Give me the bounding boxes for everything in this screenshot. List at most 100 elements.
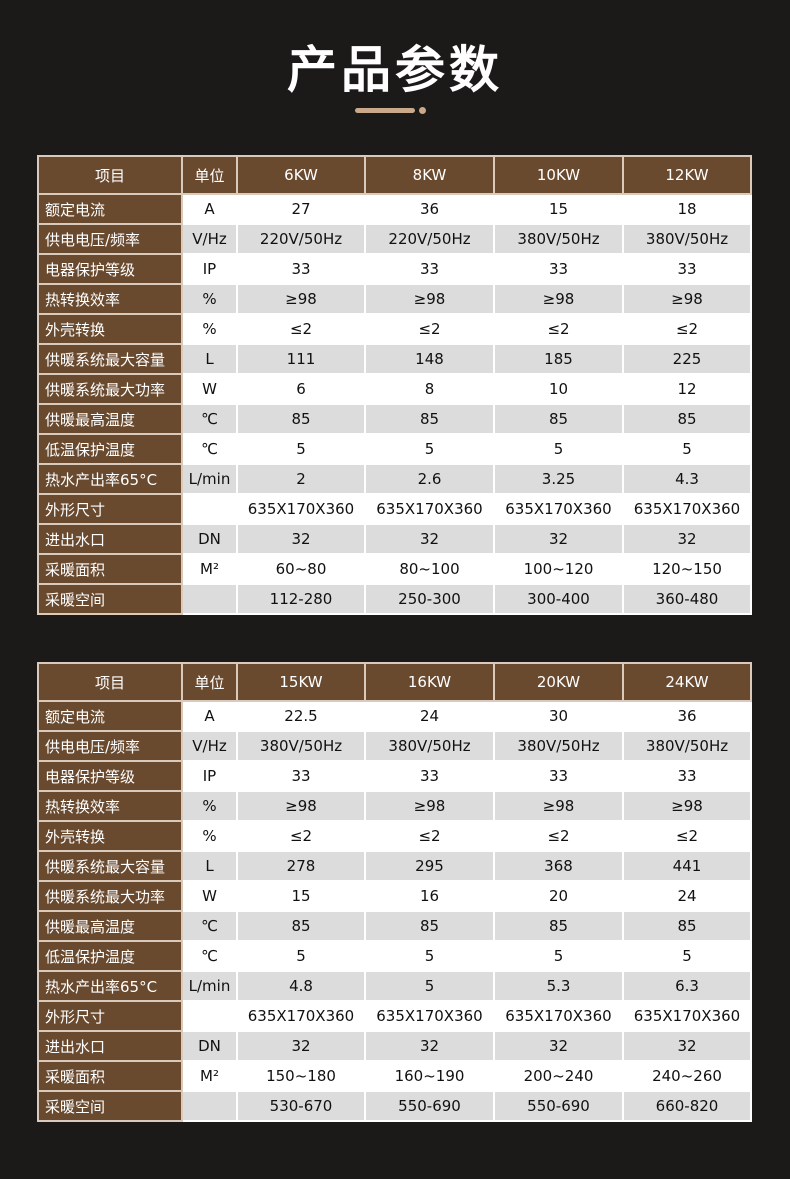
row-value: ≥98	[364, 283, 495, 315]
table-row: 热转换效率% ≥98 ≥98 ≥98 ≥98	[37, 790, 752, 822]
row-value: 368	[493, 850, 624, 882]
row-unit: L/min	[181, 463, 238, 495]
row-value: 380V/50Hz	[622, 730, 752, 762]
spec-table-1: 项目 单位 6KW 8KW 10KW 12KW 额定电流 A 27 36 15 18 供电电压/频率 V/…	[37, 155, 752, 615]
row-unit	[181, 1090, 238, 1122]
row-value: 6.3	[622, 970, 752, 1002]
row-name: 低温保护温度	[37, 433, 183, 465]
table-row: 电器保护等级 IP 33 33 33 33	[37, 253, 752, 285]
row-value: ≤2	[493, 820, 624, 852]
row-value: 36	[622, 700, 752, 732]
header-model: 12KW	[622, 155, 752, 195]
row-value: ≤2	[364, 820, 495, 852]
row-name: 供暖最高温度	[37, 403, 183, 435]
table-row: 外形尺寸 635X170X360 635X170X360 635X170X360 635…	[37, 493, 752, 525]
row-value: 530-670	[236, 1090, 366, 1122]
row-unit: ℃	[181, 940, 238, 972]
row-value: 15	[493, 193, 624, 225]
row-value: 160~190	[364, 1060, 495, 1092]
table-row: 供电电压/频率 V/Hz 380V/50Hz 380V/50Hz 380V/50Hz 38…	[37, 730, 752, 762]
row-unit: IP	[181, 253, 238, 285]
row-value: 5	[236, 433, 366, 465]
row-value: 33	[236, 253, 366, 285]
row-unit: M²	[181, 1060, 238, 1092]
row-value: 635X170X360	[493, 1000, 624, 1032]
table-row: 电器保护等级 IP 33 33 33 33	[37, 760, 752, 792]
row-value: 36	[364, 193, 495, 225]
row-name: 热转换效率	[37, 790, 183, 822]
row-name: 热水产出率65°C	[37, 970, 183, 1002]
row-value: 5	[622, 940, 752, 972]
table-row: 供暖系统最大容量 L 278 295 368 441	[37, 850, 752, 882]
row-value: 32	[364, 523, 495, 555]
table-row: 外壳转换% ≤2 ≤2 ≤2 ≤2	[37, 313, 752, 345]
row-value: 240~260	[622, 1060, 752, 1092]
table-row: 采暖空间 112-280 250-300 300-400 360-480	[37, 583, 752, 615]
row-unit: M²	[181, 553, 238, 585]
header-unit: 单位	[181, 155, 238, 195]
row-value: 100~120	[493, 553, 624, 585]
header-model: 10KW	[493, 155, 624, 195]
row-unit: L/min	[181, 970, 238, 1002]
row-value: 20	[493, 880, 624, 912]
row-value: 4.3	[622, 463, 752, 495]
row-value: 33	[622, 760, 752, 792]
row-value: 111	[236, 343, 366, 375]
row-name: 采暖面积	[37, 553, 183, 585]
row-value: 150~180	[236, 1060, 366, 1092]
row-unit: %	[181, 790, 238, 822]
row-unit: IP	[181, 760, 238, 792]
row-unit	[181, 493, 238, 525]
row-value: ≥98	[236, 790, 366, 822]
row-value: 32	[493, 523, 624, 555]
row-value: 32	[622, 1030, 752, 1062]
page-title: 产品参数	[287, 41, 503, 99]
row-name: 低温保护温度	[37, 940, 183, 972]
row-value: 33	[622, 253, 752, 285]
row-name: 供暖系统最大功率	[37, 880, 183, 912]
table-row: 外形尺寸 635X170X360 635X170X360 635X170X360 635…	[37, 1000, 752, 1032]
header-model: 15KW	[236, 662, 366, 702]
row-value: 2	[236, 463, 366, 495]
row-value: 5	[622, 433, 752, 465]
row-value: 120~150	[622, 553, 752, 585]
row-value: 380V/50Hz	[622, 223, 752, 255]
row-value: 27	[236, 193, 366, 225]
row-name: 采暖面积	[37, 1060, 183, 1092]
table-row: 低温保护温度 ℃ 5 5 5 5	[37, 433, 752, 465]
row-value: 112-280	[236, 583, 366, 615]
row-value: ≤2	[236, 820, 366, 852]
row-value: 16	[364, 880, 495, 912]
row-value: 5	[364, 433, 495, 465]
row-value: ≥98	[493, 283, 624, 315]
header-unit: 单位	[181, 662, 238, 702]
title-underline	[355, 108, 415, 113]
header-model: 24KW	[622, 662, 752, 702]
row-value: 85	[236, 910, 366, 942]
row-name: 外壳转换	[37, 820, 183, 852]
row-value: 2.6	[364, 463, 495, 495]
table-row: 热转换效率% ≥98 ≥98 ≥98 ≥98	[37, 283, 752, 315]
row-name: 供暖系统最大功率	[37, 373, 183, 405]
table-row: 热水产出率65°C L/min 2 2.6 3.25 4.3	[37, 463, 752, 495]
row-value: 80~100	[364, 553, 495, 585]
row-value: ≥98	[236, 283, 366, 315]
row-unit: %	[181, 313, 238, 345]
row-value: 22.5	[236, 700, 366, 732]
row-value: 85	[493, 403, 624, 435]
row-value: 12	[622, 373, 752, 405]
table-row: 额定电流 A 22.5 24 30 36	[37, 700, 752, 732]
row-value: 85	[622, 910, 752, 942]
row-value: ≤2	[493, 313, 624, 345]
row-value: 85	[364, 403, 495, 435]
row-value: 225	[622, 343, 752, 375]
row-unit: %	[181, 820, 238, 852]
header-model: 20KW	[493, 662, 624, 702]
row-name: 热水产出率65°C	[37, 463, 183, 495]
row-unit: V/Hz	[181, 223, 238, 255]
row-value: 278	[236, 850, 366, 882]
row-value: 5	[236, 940, 366, 972]
row-name: 电器保护等级	[37, 253, 183, 285]
row-value: 33	[236, 760, 366, 792]
row-unit: V/Hz	[181, 730, 238, 762]
